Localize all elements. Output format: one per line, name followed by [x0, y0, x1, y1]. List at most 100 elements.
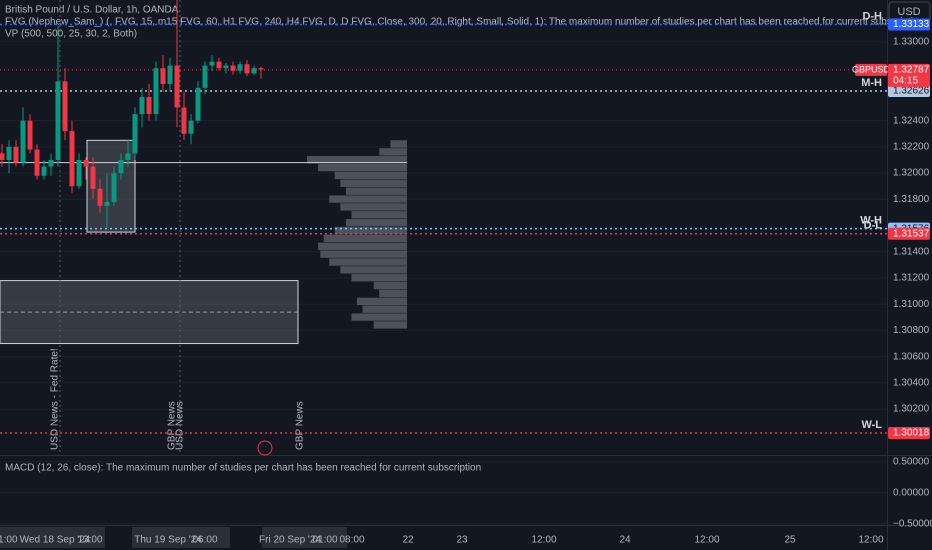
- candle-body: [132, 114, 138, 154]
- volume-bar: [362, 305, 407, 313]
- candle-body: [111, 173, 117, 202]
- time-highlight: [262, 527, 347, 548]
- candle-body: [125, 153, 131, 160]
- symbol-tag-label: GBPUSD: [852, 64, 891, 74]
- volume-bar: [351, 313, 407, 321]
- candle-body: [48, 159, 54, 167]
- level-name: W-H: [860, 215, 882, 227]
- candle-body: [55, 81, 61, 160]
- price-tag-label: 1.32787: [893, 65, 930, 76]
- volume-bar: [334, 226, 407, 235]
- candle-body: [188, 120, 194, 134]
- candle-body: [41, 166, 47, 176]
- x-tick-label: 12:00: [694, 535, 719, 546]
- candle-body: [167, 65, 173, 84]
- event-icon[interactable]: [257, 440, 273, 456]
- candle-body: [118, 159, 124, 174]
- candle-body: [195, 87, 201, 121]
- candle-body: [230, 65, 236, 71]
- candle-body: [76, 159, 82, 187]
- x-tick-label: 23: [456, 535, 468, 546]
- price-tag: [888, 85, 930, 97]
- y-tick-label: 1.31400: [893, 246, 930, 257]
- volume-bar: [340, 266, 407, 274]
- candle-body: [160, 68, 166, 84]
- x-tick-label: 01:00: [312, 535, 337, 546]
- volume-bar: [373, 321, 407, 329]
- candle-body: [258, 68, 264, 70]
- volume-bar: [320, 250, 407, 258]
- price-tag-label: 1.32626: [893, 86, 930, 97]
- price-tag-label: 1.30018: [893, 428, 930, 439]
- x-tick-label: 13:00: [77, 535, 102, 546]
- volume-bar: [351, 211, 407, 219]
- candle-body: [34, 149, 40, 176]
- volume-bar: [334, 171, 407, 180]
- volume-bar: [351, 274, 407, 282]
- level-name: W-L: [861, 419, 882, 431]
- level-name: D-L: [864, 220, 883, 232]
- volume-bar: [345, 218, 407, 227]
- x-tick-label: 06:00: [192, 535, 217, 546]
- candle-body: [244, 64, 250, 74]
- candle-body: [216, 61, 222, 69]
- macd-tick-label: 0.00000: [893, 487, 930, 498]
- candle-body: [153, 68, 159, 115]
- y-tick-label: 1.31800: [893, 194, 930, 205]
- macd-label: MACD (12, 26, close): The maximum number…: [5, 463, 481, 474]
- volume-bar: [357, 297, 407, 306]
- price-tag-label: 1.31537: [893, 228, 930, 239]
- candle-body: [202, 65, 208, 88]
- y-tick-label: 1.32000: [893, 168, 930, 179]
- x-tick-label: Wed 18 Sep '24: [20, 535, 91, 546]
- candle-body: [83, 159, 89, 167]
- y-tick-label: 1.32200: [893, 141, 930, 152]
- x-tick-label: Thu 19 Sep '24: [134, 535, 202, 546]
- x-tick-label: 12:00: [531, 535, 556, 546]
- event-label: GBP News: [167, 401, 178, 450]
- candle-body: [0, 153, 5, 160]
- price-tag: [888, 227, 930, 240]
- level-name: M-H: [861, 77, 882, 89]
- event-label: USD News: [175, 401, 186, 450]
- candle-body: [69, 131, 75, 187]
- candle-body: [104, 201, 110, 206]
- candle-body: [27, 120, 33, 150]
- countdown: 04:15: [893, 76, 918, 87]
- y-tick-label: 1.33000: [893, 37, 930, 48]
- candle-body: [20, 120, 26, 163]
- macd-tick-label: 0.50000: [893, 456, 930, 467]
- candle-body: [174, 65, 180, 108]
- x-tick-label: 01:00: [0, 535, 18, 546]
- chart-title: British Pound / U.S. Dollar, 1h, OANDA: [5, 5, 179, 16]
- x-tick-label: Fri 20 Sep '24: [259, 535, 321, 546]
- candle-body: [181, 107, 187, 134]
- volume-bar: [373, 281, 407, 290]
- indicator-label: VP (500, 500, 25, 30, 2, Both): [5, 29, 137, 40]
- candle-body: [139, 97, 145, 115]
- x-tick-label: 22: [402, 535, 414, 546]
- event-label: GBP News: [295, 401, 306, 450]
- x-tick-label: 08:00: [339, 535, 364, 546]
- candle-body: [13, 146, 19, 163]
- candle-body: [90, 166, 96, 189]
- symbol-tag: [855, 63, 887, 76]
- y-tick-label: 1.32400: [893, 115, 930, 126]
- candle-body: [209, 61, 215, 66]
- candle-body: [146, 97, 152, 115]
- y-tick-label: 1.31200: [893, 273, 930, 284]
- candle-body: [6, 146, 12, 160]
- price-tag: [888, 63, 930, 87]
- volume-bar: [318, 242, 407, 250]
- indicator-label: FVG (Nephew_Sam_) (, FVG, 15, m15 FVG, 6…: [5, 17, 924, 28]
- volume-bar: [379, 148, 407, 156]
- volume-bar: [307, 156, 407, 164]
- level-name: D-H: [862, 10, 882, 22]
- volume-bar: [329, 195, 407, 203]
- currency[interactable]: USD: [897, 6, 920, 18]
- x-tick-label: 24: [619, 535, 631, 546]
- x-tick-label: 25: [784, 535, 796, 546]
- volume-bar: [390, 140, 407, 148]
- candle-body: [97, 188, 103, 206]
